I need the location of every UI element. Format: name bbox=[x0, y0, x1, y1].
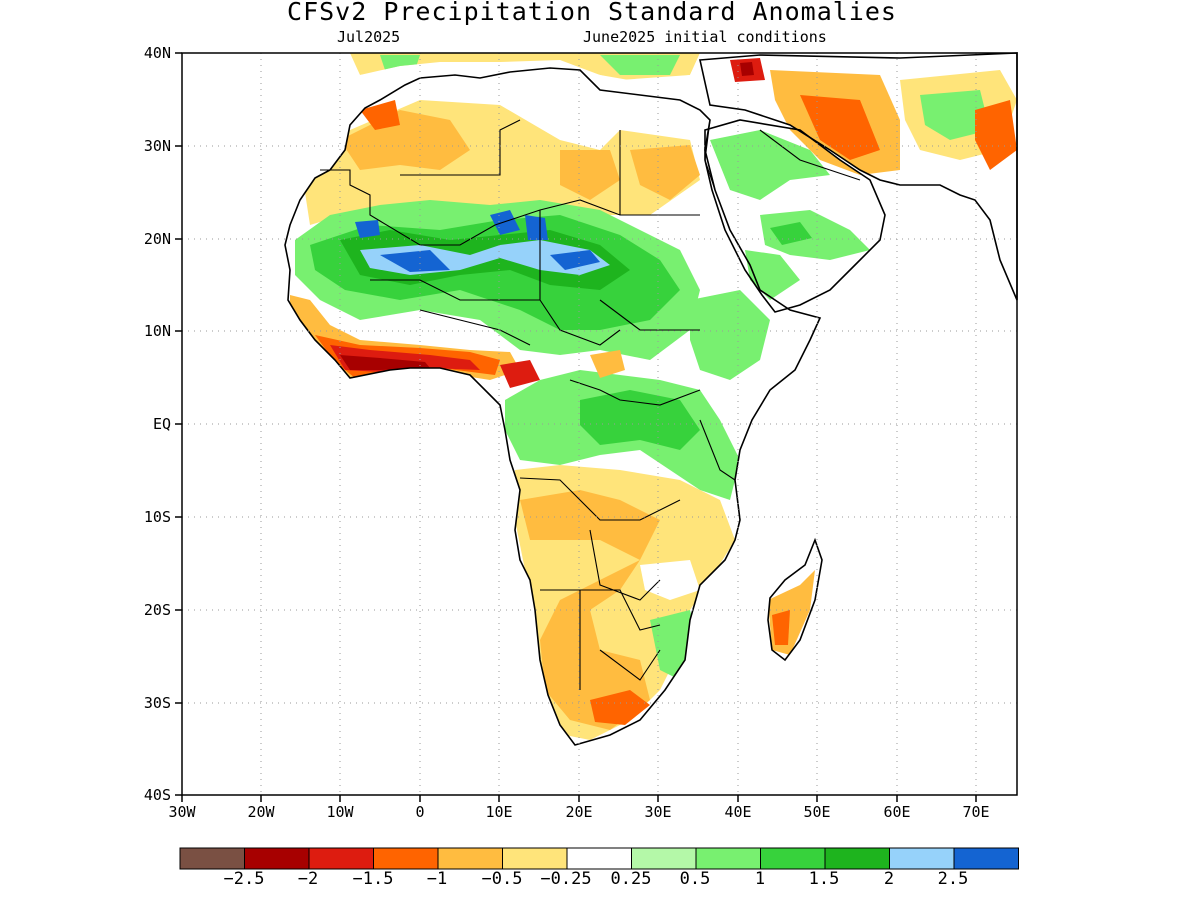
colorbar-swatch bbox=[566, 847, 632, 870]
lon-label-10e: 10E bbox=[485, 803, 513, 821]
lon-label-10w: 10W bbox=[326, 803, 354, 821]
colorbar-label: −0.25 bbox=[540, 869, 592, 889]
lon-label-30w: 30W bbox=[168, 803, 196, 821]
lon-label-50e: 50E bbox=[803, 803, 831, 821]
colorbar-swatch bbox=[502, 847, 568, 870]
lat-label-10n: 10N bbox=[143, 322, 171, 340]
lon-label-20w: 20W bbox=[247, 803, 275, 821]
colorbar-swatch bbox=[437, 847, 503, 870]
axis-ticks bbox=[175, 52, 977, 802]
lat-label-30n: 30N bbox=[143, 137, 171, 155]
colorbar-swatch bbox=[631, 847, 697, 870]
colorbar-label: −0.5 bbox=[481, 869, 523, 889]
colorbar-swatch bbox=[373, 847, 439, 870]
country-borders bbox=[320, 119, 861, 690]
lon-label-60e: 60E bbox=[883, 803, 911, 821]
colorbar-label: 2.5 bbox=[937, 869, 969, 889]
lon-label-0: 0 bbox=[415, 803, 425, 821]
colorbar-label: −2.5 bbox=[223, 869, 265, 889]
colorbar-swatch bbox=[244, 847, 310, 870]
lon-label-30e: 30E bbox=[644, 803, 672, 821]
colorbar-swatch bbox=[889, 847, 955, 870]
colorbar-label: −1 bbox=[426, 869, 448, 889]
colorbar-label: 2 bbox=[883, 869, 895, 889]
colorbar-swatch bbox=[179, 847, 245, 870]
anomaly-shading bbox=[285, 53, 1017, 745]
lat-label-eq: EQ bbox=[152, 415, 171, 433]
colorbar-swatch bbox=[953, 847, 1019, 870]
map-grid bbox=[182, 53, 1017, 795]
lat-label-40n: 40N bbox=[143, 44, 171, 62]
colorbar-label: −2 bbox=[297, 869, 319, 889]
lat-label-30s: 30S bbox=[143, 694, 171, 712]
colorbar-label: 1.5 bbox=[808, 869, 840, 889]
lon-label-20e: 20E bbox=[565, 803, 593, 821]
colorbar-swatch bbox=[760, 847, 826, 870]
lat-label-10s: 10S bbox=[143, 508, 171, 526]
colorbar-label: −1.5 bbox=[352, 869, 394, 889]
lon-label-40e: 40E bbox=[724, 803, 752, 821]
lon-label-70e: 70E bbox=[962, 803, 990, 821]
forecast-month: Jul2025 bbox=[337, 28, 401, 46]
colorbar-label: 0.5 bbox=[679, 869, 711, 889]
colorbar-swatch bbox=[695, 847, 761, 870]
lat-label-20s: 20S bbox=[143, 601, 171, 619]
lat-label-20n: 20N bbox=[143, 230, 171, 248]
colorbar-swatch bbox=[824, 847, 890, 870]
map-title: CFSv2 Precipitation Standard Anomalies bbox=[287, 0, 897, 26]
initial-conditions: June2025 initial conditions bbox=[583, 28, 827, 46]
colorbar bbox=[179, 847, 1019, 870]
colorbar-label: 1 bbox=[754, 869, 766, 889]
colorbar-label: 0.25 bbox=[610, 869, 652, 889]
colorbar-swatch bbox=[308, 847, 374, 870]
lat-label-40s: 40S bbox=[143, 786, 171, 804]
